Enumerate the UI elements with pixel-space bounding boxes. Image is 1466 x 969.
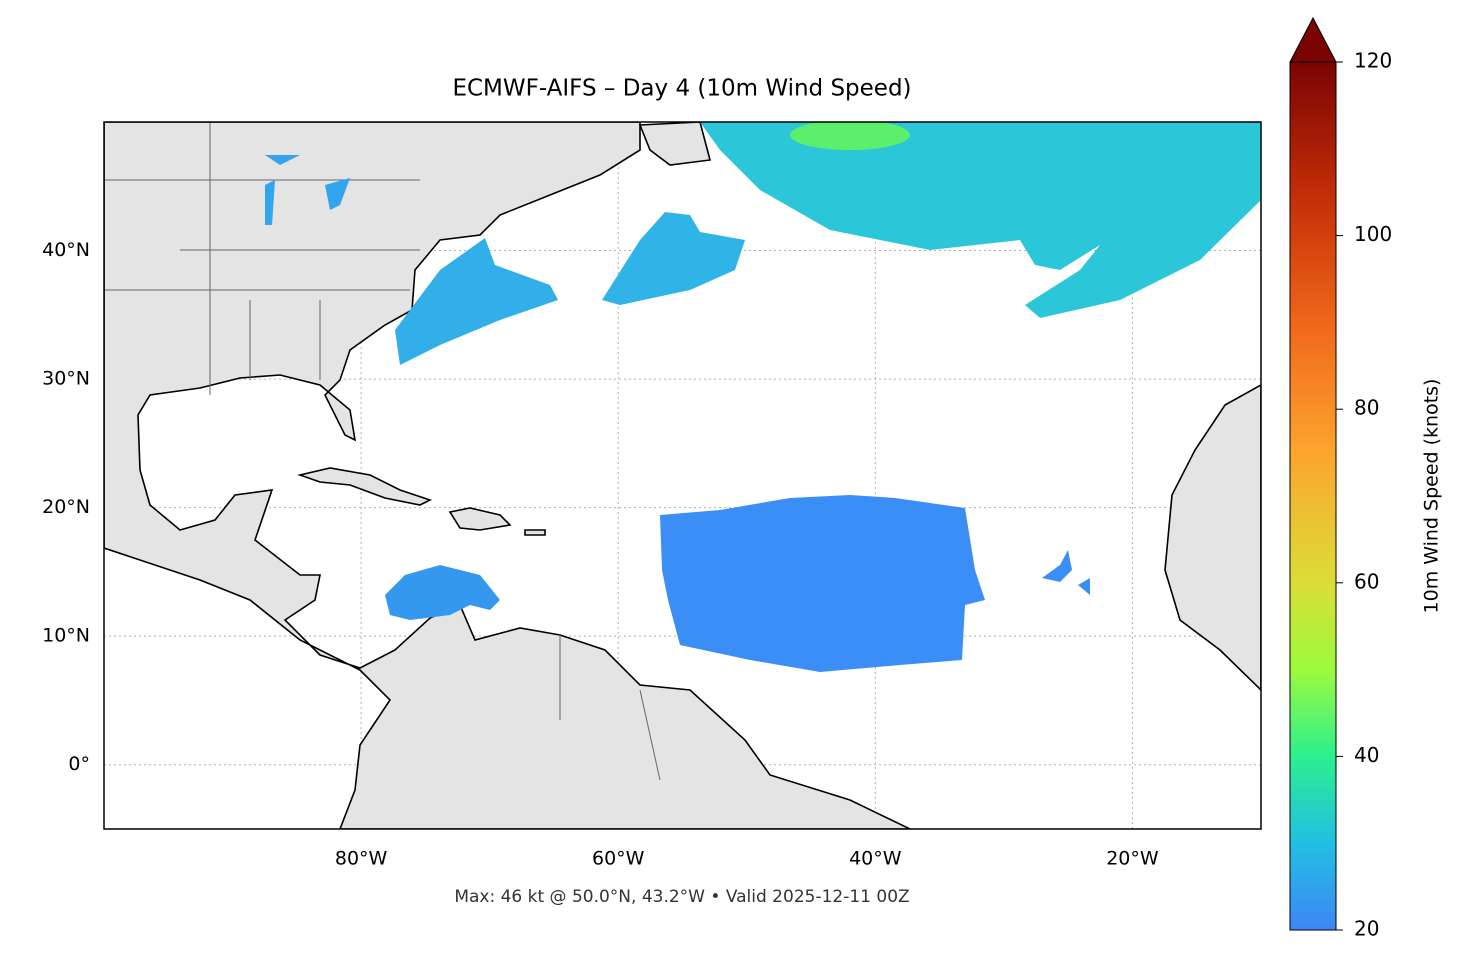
newfoundland	[638, 122, 712, 166]
africa	[1164, 384, 1261, 692]
colorbar-ticks: 20 40 60 80 100 120	[1336, 49, 1392, 941]
north-central-south-america	[104, 122, 911, 829]
axis-ticks: 80°W 60°W 40°W 20°W 0° 10°N 20°N 30°N 40°N	[42, 239, 1159, 869]
wind-area	[700, 122, 1261, 318]
y-tick-label: 20°N	[42, 496, 90, 518]
x-tick-label: 20°W	[1106, 848, 1159, 870]
y-tick-label: 40°N	[42, 239, 90, 261]
chart-title: ECMWF-AIFS – Day 4 (10m Wind Speed)	[452, 76, 911, 102]
colorbar-tick-label: 60	[1354, 569, 1379, 593]
colorbar-label: 10m Wind Speed (knots)	[1421, 379, 1443, 614]
colorbar-extend	[1289, 16, 1337, 63]
plot-frame	[103, 121, 1262, 830]
x-tick-label: 80°W	[335, 848, 388, 870]
cuba	[297, 467, 433, 506]
map-layer	[104, 122, 1261, 829]
y-tick-label: 0°	[68, 753, 90, 775]
hispaniola	[448, 507, 512, 531]
wind-area	[602, 212, 745, 305]
colorbar-tick-label: 20	[1354, 917, 1379, 941]
colorbar-tick-label: 120	[1354, 49, 1392, 73]
borders	[104, 122, 661, 781]
x-tick-label: 60°W	[592, 848, 645, 870]
y-tick-label: 10°N	[42, 625, 90, 647]
wind-area	[1042, 550, 1090, 595]
wind-area	[395, 238, 558, 365]
wind-area	[790, 122, 910, 150]
puerto-rico	[524, 529, 546, 536]
wind-area	[265, 155, 350, 225]
colorbar	[1289, 61, 1337, 931]
x-tick-label: 40°W	[849, 848, 902, 870]
wind-area	[385, 565, 500, 620]
wind-area	[660, 495, 985, 672]
chart-subtitle: Max: 46 kt @ 50.0°N, 43.2°W • Valid 2025…	[454, 887, 909, 907]
y-tick-label: 30°N	[42, 368, 90, 390]
colorbar-tick-label: 100	[1354, 222, 1392, 246]
colorbar-tick-label: 40	[1354, 743, 1379, 767]
colorbar-tick-label: 80	[1354, 396, 1379, 420]
